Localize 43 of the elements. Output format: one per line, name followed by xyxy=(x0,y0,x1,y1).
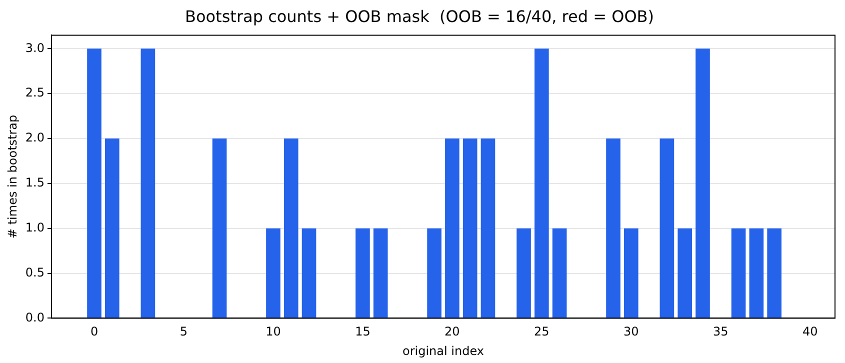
y-tick-label: 3.0 xyxy=(25,40,44,55)
x-axis-title: original index xyxy=(402,344,484,358)
x-tick-label: 40 xyxy=(802,324,818,339)
bar xyxy=(606,138,620,318)
bar xyxy=(749,228,764,318)
y-tick-label: 2.5 xyxy=(25,86,44,100)
y-axis-title: # times in bootstrap xyxy=(5,114,20,239)
x-tick-label: 10 xyxy=(266,324,281,339)
bar xyxy=(104,138,120,318)
bar xyxy=(552,228,567,318)
x-tick-label: 30 xyxy=(624,324,639,339)
x-tick-label: 35 xyxy=(713,324,728,339)
bar xyxy=(534,48,549,318)
bar xyxy=(87,48,102,318)
y-tick-label: 0.5 xyxy=(25,265,44,280)
bar xyxy=(462,138,478,318)
bar xyxy=(445,138,460,318)
bar xyxy=(480,138,496,318)
x-tick-label: 20 xyxy=(444,324,460,339)
x-tick-label: 15 xyxy=(355,324,370,339)
bar xyxy=(284,138,298,318)
y-tick-label: 2.0 xyxy=(25,130,44,145)
x-tick-label: 0 xyxy=(90,324,98,339)
bar xyxy=(678,228,692,318)
bar xyxy=(767,228,782,318)
bar xyxy=(356,228,370,318)
bar xyxy=(302,228,316,318)
bar xyxy=(266,228,280,318)
bar xyxy=(373,228,388,318)
bar xyxy=(427,228,442,318)
bar xyxy=(516,228,531,318)
bar xyxy=(731,228,746,318)
x-tick-label: 5 xyxy=(180,324,188,339)
y-tick-label: 1.0 xyxy=(25,220,44,234)
bar xyxy=(660,138,674,318)
bar xyxy=(696,48,710,318)
y-tick-label: 0.0 xyxy=(25,310,44,324)
y-tick-label: 1.5 xyxy=(25,176,44,190)
bar xyxy=(212,138,227,318)
bar xyxy=(140,48,156,318)
x-tick-label: 25 xyxy=(534,324,550,339)
chart-title: Bootstrap counts + OOB mask (OOB = 16/40, red = OOB) xyxy=(184,6,654,26)
bar xyxy=(624,228,638,318)
